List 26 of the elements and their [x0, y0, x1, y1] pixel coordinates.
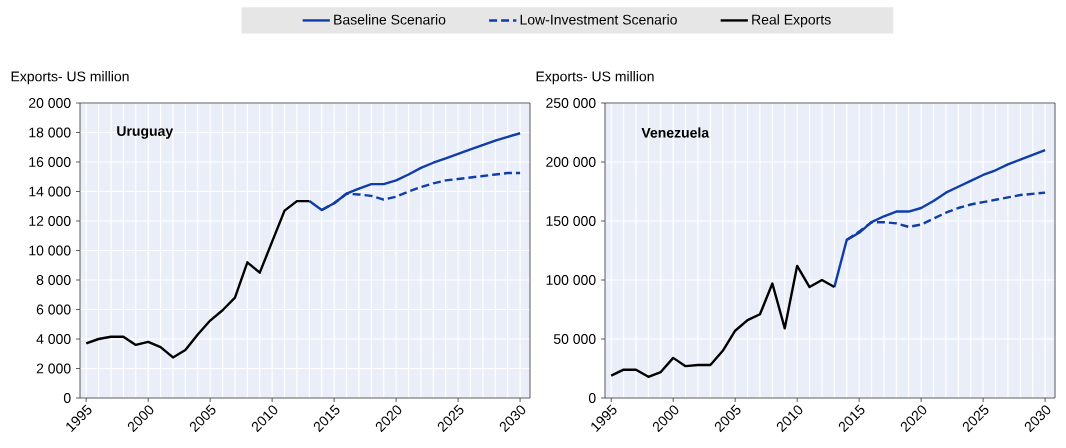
legend-label: Low-Investment Scenario	[520, 14, 677, 25]
y-axis-title: Exports- US million	[536, 71, 654, 85]
text: Venezuela	[641, 127, 710, 138]
y-tick-label: 18 000	[29, 127, 71, 138]
y-tick-label: 8 000	[36, 275, 71, 285]
y-axis-title: Exports- US million	[11, 71, 129, 85]
y-tick-label: 50 000	[553, 334, 596, 344]
y-tick-label: 250 000	[546, 98, 596, 108]
y-tick-label: 150 000	[546, 216, 596, 226]
line-series	[610, 264, 836, 378]
line-series	[85, 199, 311, 359]
legend-label: Real Exports	[752, 14, 831, 28]
legend-label: Baseline Scenario	[334, 14, 446, 25]
y-tick-label: 12 000	[29, 216, 71, 226]
y-tick-label: 100 000	[546, 275, 596, 285]
y-tick-label: 200 000	[546, 157, 596, 167]
y-tick-label: 6 000	[36, 304, 71, 315]
y-tick-label: 14 000	[29, 186, 71, 197]
y-tick-label: 10 000	[29, 245, 71, 256]
y-tick-label: 20 000	[29, 98, 71, 108]
y-tick-label: 16 000	[29, 157, 71, 167]
text: Uruguay	[117, 126, 174, 139]
y-tick-label: 0	[588, 393, 596, 403]
y-tick-label: 4 000	[36, 334, 71, 344]
y-tick-label: 2 000	[36, 363, 71, 374]
y-tick-label: 0	[63, 393, 71, 403]
